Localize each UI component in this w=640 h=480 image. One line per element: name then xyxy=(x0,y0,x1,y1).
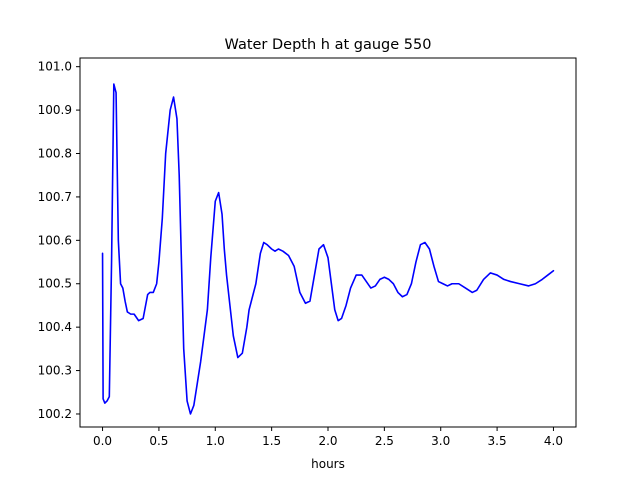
x-axis-ticks: 0.0 0.5 1.0 1.5 2.0 2.5 3.0 3.5 4.0 xyxy=(93,427,563,448)
y-axis-ticks: 100.2 100.3 100.4 100.5 100.6 100.7 100.8 100.9… xyxy=(38,60,80,421)
x-tick-label-2: 1.0 xyxy=(206,434,225,448)
x-tick-label-6: 3.0 xyxy=(431,434,450,448)
x-tick-label-0: 0.0 xyxy=(93,434,112,448)
y-tick-label-3: 100.5 xyxy=(38,277,72,291)
series-line-1 xyxy=(101,83,555,415)
y-tick-label-0: 100.2 xyxy=(38,407,72,421)
x-tick-label-4: 2.0 xyxy=(318,434,337,448)
y-tick-label-8: 101.0 xyxy=(38,60,72,74)
y-tick-label-4: 100.6 xyxy=(38,233,72,247)
chart-title: Water Depth h at gauge 550 xyxy=(225,37,432,53)
x-axis-label: hours xyxy=(311,457,345,471)
y-tick-label-2: 100.4 xyxy=(38,320,72,334)
x-tick-label-1: 0.5 xyxy=(149,434,168,448)
y-tick-label-7: 100.9 xyxy=(38,103,72,117)
y-tick-label-1: 100.3 xyxy=(38,364,72,378)
y-tick-label-5: 100.7 xyxy=(38,190,72,204)
x-tick-label-8: 4.0 xyxy=(544,434,563,448)
y-tick-label-6: 100.8 xyxy=(38,147,72,161)
x-tick-label-7: 3.5 xyxy=(488,434,507,448)
x-tick-label-5: 2.5 xyxy=(375,434,394,448)
x-tick-label-3: 1.5 xyxy=(262,434,281,448)
